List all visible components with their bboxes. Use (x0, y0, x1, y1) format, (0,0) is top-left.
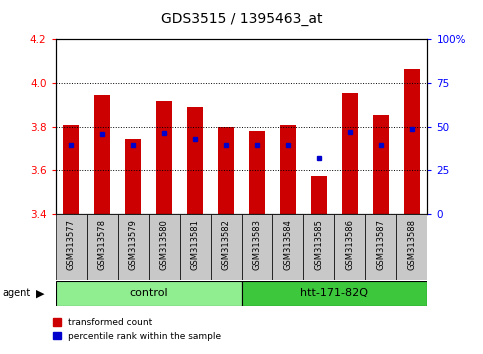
Text: GSM313577: GSM313577 (67, 219, 75, 270)
Bar (334, 214, 366, 280)
Bar (156, 101, 172, 214)
Text: GSM313587: GSM313587 (376, 219, 385, 270)
Text: GSM313585: GSM313585 (314, 219, 324, 270)
Text: GSM313588: GSM313588 (408, 219, 416, 270)
Legend: transformed count, percentile rank within the sample: transformed count, percentile rank withi… (53, 318, 221, 341)
Text: agent: agent (2, 289, 30, 298)
Bar (211, 214, 242, 280)
Bar (280, 125, 296, 214)
Bar (404, 69, 420, 214)
Bar (366, 214, 397, 280)
Bar (63, 125, 79, 214)
Bar (242, 281, 427, 306)
Text: htt-171-82Q: htt-171-82Q (300, 289, 369, 298)
Bar (180, 214, 211, 280)
Bar (117, 214, 149, 280)
Text: control: control (129, 289, 168, 298)
Bar (242, 214, 272, 280)
Bar (125, 139, 141, 214)
Bar (272, 214, 303, 280)
Bar (149, 214, 180, 280)
Text: GSM313579: GSM313579 (128, 219, 138, 270)
Text: GSM313582: GSM313582 (222, 219, 230, 270)
Bar (187, 107, 203, 214)
Bar (373, 114, 389, 214)
Bar (397, 214, 427, 280)
Text: ▶: ▶ (36, 289, 44, 298)
Text: GSM313578: GSM313578 (98, 219, 107, 270)
Text: GSM313580: GSM313580 (159, 219, 169, 270)
Bar (249, 131, 265, 214)
Text: GSM313581: GSM313581 (190, 219, 199, 270)
Bar (86, 214, 117, 280)
Bar (342, 93, 358, 214)
Text: GDS3515 / 1395463_at: GDS3515 / 1395463_at (161, 12, 322, 27)
Text: GSM313586: GSM313586 (345, 219, 355, 270)
Bar (56, 214, 86, 280)
Text: GSM313583: GSM313583 (253, 219, 261, 270)
Bar (94, 95, 110, 214)
Text: GSM313584: GSM313584 (284, 219, 293, 270)
Bar (303, 214, 334, 280)
Bar (218, 127, 234, 214)
Bar (56, 281, 242, 306)
Bar (311, 176, 327, 214)
